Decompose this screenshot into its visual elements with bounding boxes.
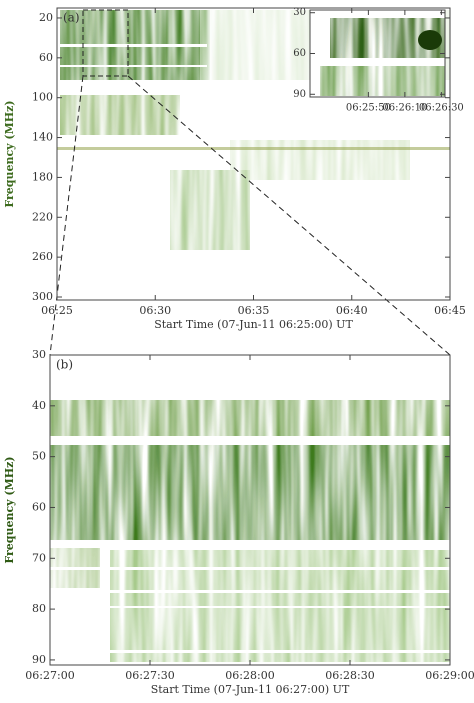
x-tick-label: 06:28:30 <box>325 669 374 682</box>
panel-label: (b) <box>56 358 73 372</box>
x-tick-label: 06:35 <box>238 304 270 317</box>
x-axis-label: Start Time (07-Jun-11 06:25:00) UT <box>154 318 353 331</box>
x-tick-label: 06:27:00 <box>25 669 74 682</box>
x-tick-label: 06:25 <box>41 304 73 317</box>
x-tick-label: 06:40 <box>336 304 368 317</box>
y-tick-label: 180 <box>32 170 53 183</box>
x-tick-label: 06:27:30 <box>125 669 174 682</box>
spectrogram-b <box>50 400 450 662</box>
panel-label: (a) <box>63 11 80 25</box>
y-tick-label: 260 <box>32 250 53 263</box>
y-tick-label: 220 <box>32 210 53 223</box>
zoom-line <box>127 75 451 356</box>
x-tick-label: 06:25:50 <box>346 103 391 114</box>
y-tick-label: 60 <box>39 51 53 64</box>
x-tick-label: 06:28:00 <box>225 669 274 682</box>
zoom-line <box>49 75 84 356</box>
y-tick-label: 90 <box>32 653 46 666</box>
y-tick-label: 30 <box>32 348 46 361</box>
y-tick-label: 80 <box>32 602 46 615</box>
y-tick-label: 300 <box>32 290 53 303</box>
spectrogram-inset <box>320 18 445 96</box>
y-tick-label: 140 <box>32 131 53 144</box>
x-tick-label: 06:26:10 <box>382 103 427 114</box>
y-tick-label: 90 <box>293 89 306 100</box>
y-tick-label: 40 <box>32 399 46 412</box>
y-tick-label: 20 <box>39 11 53 24</box>
x-tick-label: 06:26:30 <box>419 103 464 114</box>
y-tick-label: 30 <box>293 7 306 18</box>
y-axis-label: Frequency (MHz) <box>3 100 16 207</box>
x-tick-label: 06:45 <box>434 304 466 317</box>
y-tick-label: 60 <box>293 48 306 59</box>
y-tick-label: 100 <box>32 91 53 104</box>
x-axis-label: Start Time (07-Jun-11 06:27:00) UT <box>151 683 350 696</box>
y-tick-label: 60 <box>32 500 46 513</box>
y-tick-label: 70 <box>32 551 46 564</box>
x-tick-label: 06:29:00 <box>425 669 474 682</box>
y-axis-label: Frequency (MHz) <box>3 456 16 563</box>
x-tick-label: 06:30 <box>139 304 171 317</box>
zoom-box <box>82 9 129 77</box>
y-tick-label: 50 <box>32 450 46 463</box>
